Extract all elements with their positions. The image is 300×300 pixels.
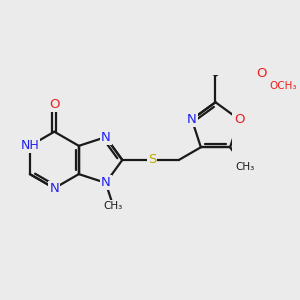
Text: CH₃: CH₃ — [103, 201, 123, 211]
Text: N: N — [101, 130, 111, 144]
Text: N: N — [50, 182, 59, 195]
Text: N: N — [187, 113, 197, 126]
Text: OCH₃: OCH₃ — [269, 81, 297, 91]
Text: S: S — [148, 154, 156, 166]
Text: N: N — [101, 176, 111, 189]
Text: NH: NH — [20, 139, 39, 152]
Text: O: O — [49, 98, 60, 111]
Text: O: O — [234, 113, 244, 126]
Text: O: O — [257, 68, 267, 80]
Text: CH₃: CH₃ — [235, 162, 254, 172]
